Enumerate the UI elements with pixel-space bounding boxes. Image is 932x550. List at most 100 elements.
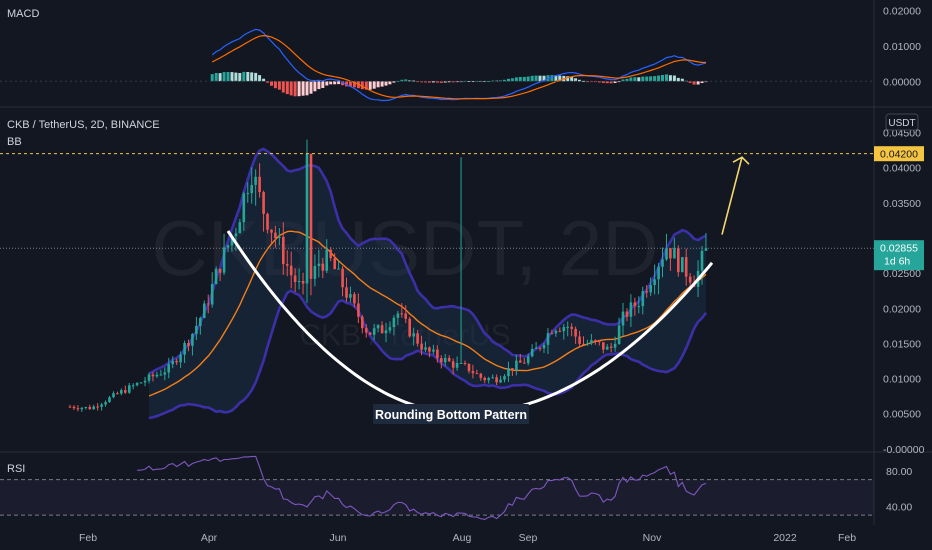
price-tick-label: 0.01000 — [883, 374, 921, 386]
macd-legend[interactable]: MACD — [7, 8, 39, 20]
candle-body — [538, 347, 542, 349]
macd-histogram-bar — [214, 73, 218, 82]
candle-body — [96, 406, 99, 408]
macd-histogram-bar — [510, 78, 514, 82]
annotation-box — [373, 404, 529, 424]
time-tick-label: Aug — [453, 532, 472, 544]
time-tick-label: Feb — [79, 532, 97, 544]
macd-histogram-bar — [554, 75, 558, 82]
candle-body — [329, 249, 332, 259]
candle-body — [447, 358, 451, 362]
candle-body — [491, 377, 494, 379]
macd-histogram-bar — [467, 81, 471, 82]
candle-body — [507, 368, 510, 377]
macd-histogram-bar — [566, 76, 570, 82]
macd-histogram-bar — [443, 81, 447, 83]
time-axis[interactable]: Feb Apr Jun Aug Sep Nov 2022 Feb — [79, 532, 856, 544]
candle-body — [519, 360, 522, 363]
candle-body — [637, 306, 641, 308]
macd-histogram-bar — [570, 77, 574, 82]
candle-body — [665, 248, 668, 260]
currency-badge-box[interactable] — [885, 113, 919, 131]
candle-body — [653, 279, 656, 285]
price-tick-label: 0.04500 — [883, 128, 921, 140]
macd-axis[interactable]: 0.02000 0.01000 0.00000 — [0, 6, 921, 89]
macd-histogram-bar — [376, 81, 380, 88]
macd-histogram-bar — [487, 81, 491, 82]
macd-histogram-bar — [329, 81, 333, 85]
macd-histogram-bar — [281, 81, 285, 93]
symbol-legend[interactable]: CKB / TetherUS, 2D, BINANCE — [7, 119, 160, 131]
candle-body — [175, 360, 178, 363]
candle-body — [617, 325, 621, 344]
candle-body — [534, 347, 538, 349]
candle-body — [392, 317, 396, 328]
candle-body — [677, 248, 680, 273]
macd-histogram-bar — [621, 79, 625, 82]
candle-body — [613, 343, 617, 348]
macd-histogram-bar — [653, 76, 657, 82]
candle-body — [649, 285, 652, 293]
candle-body — [463, 363, 467, 364]
macd-histogram-bar — [424, 81, 427, 83]
candle-body — [467, 363, 471, 372]
candle-body — [218, 268, 222, 273]
bb-lower — [148, 289, 708, 420]
candle-body — [487, 378, 490, 381]
candle-body — [546, 333, 550, 345]
macd-histogram-bar — [526, 76, 530, 82]
candle-body — [408, 318, 411, 337]
rsi-legend[interactable]: RSI — [7, 463, 25, 475]
candle-body — [203, 303, 206, 318]
macd-histogram-bar — [218, 73, 222, 82]
macd-histogram-bar — [578, 79, 581, 82]
macd-histogram-bar — [558, 75, 562, 82]
macd-histogram-bar — [234, 72, 238, 82]
price-tick-label: 0.00500 — [883, 409, 921, 421]
macd-histogram-bar — [609, 81, 613, 84]
rsi-axis[interactable]: 80.00 40.00 — [886, 466, 912, 514]
bb-legend[interactable]: BB — [7, 136, 22, 148]
currency-badge[interactable]: USDT — [888, 118, 915, 129]
candle-body — [183, 343, 186, 355]
candle-body — [266, 213, 269, 230]
macd-histogram-bar — [262, 78, 266, 82]
macd-histogram-bar — [613, 81, 617, 83]
macd-tick-label: 0.02000 — [883, 6, 921, 18]
macd-histogram-bar — [258, 75, 262, 82]
candle-body — [171, 360, 174, 365]
price-axis[interactable]: 0.045000.040000.035000.030000.025000.020… — [883, 128, 925, 456]
candle-body — [214, 268, 218, 284]
macd-histogram-bar — [222, 72, 226, 82]
candle-body — [483, 377, 486, 381]
candle-body — [526, 356, 530, 364]
macd-histogram-bar — [427, 81, 431, 83]
candle-body — [301, 281, 305, 284]
candle-body — [88, 407, 92, 410]
macd-histogram-bar — [416, 81, 420, 83]
candle-body — [598, 340, 601, 343]
candle-body — [120, 390, 123, 394]
candle-body — [688, 276, 692, 283]
candle-body — [503, 376, 506, 380]
macd-histogram-bar — [321, 81, 325, 88]
macd-histogram-bar — [341, 81, 345, 86]
candle-body — [84, 407, 88, 408]
macd-histogram-bar — [507, 78, 510, 82]
macd-histogram-bar — [325, 81, 329, 86]
candle-body — [238, 222, 242, 234]
candle-body — [436, 349, 439, 359]
rsi-tick-label: 40.00 — [886, 501, 912, 513]
price-tick-label: 0.04000 — [883, 163, 921, 175]
candle-body — [100, 404, 103, 407]
candle-body — [511, 368, 514, 371]
bollinger-band-fill — [149, 149, 706, 419]
candle-body — [72, 406, 76, 409]
candle-body — [586, 343, 589, 345]
macd-histogram-bar — [242, 71, 246, 82]
candle-body — [372, 328, 376, 335]
candle-body — [131, 385, 135, 387]
macd-signal-line — [211, 34, 707, 100]
macd-histogram-bar — [400, 79, 404, 82]
candle-body — [226, 245, 230, 248]
